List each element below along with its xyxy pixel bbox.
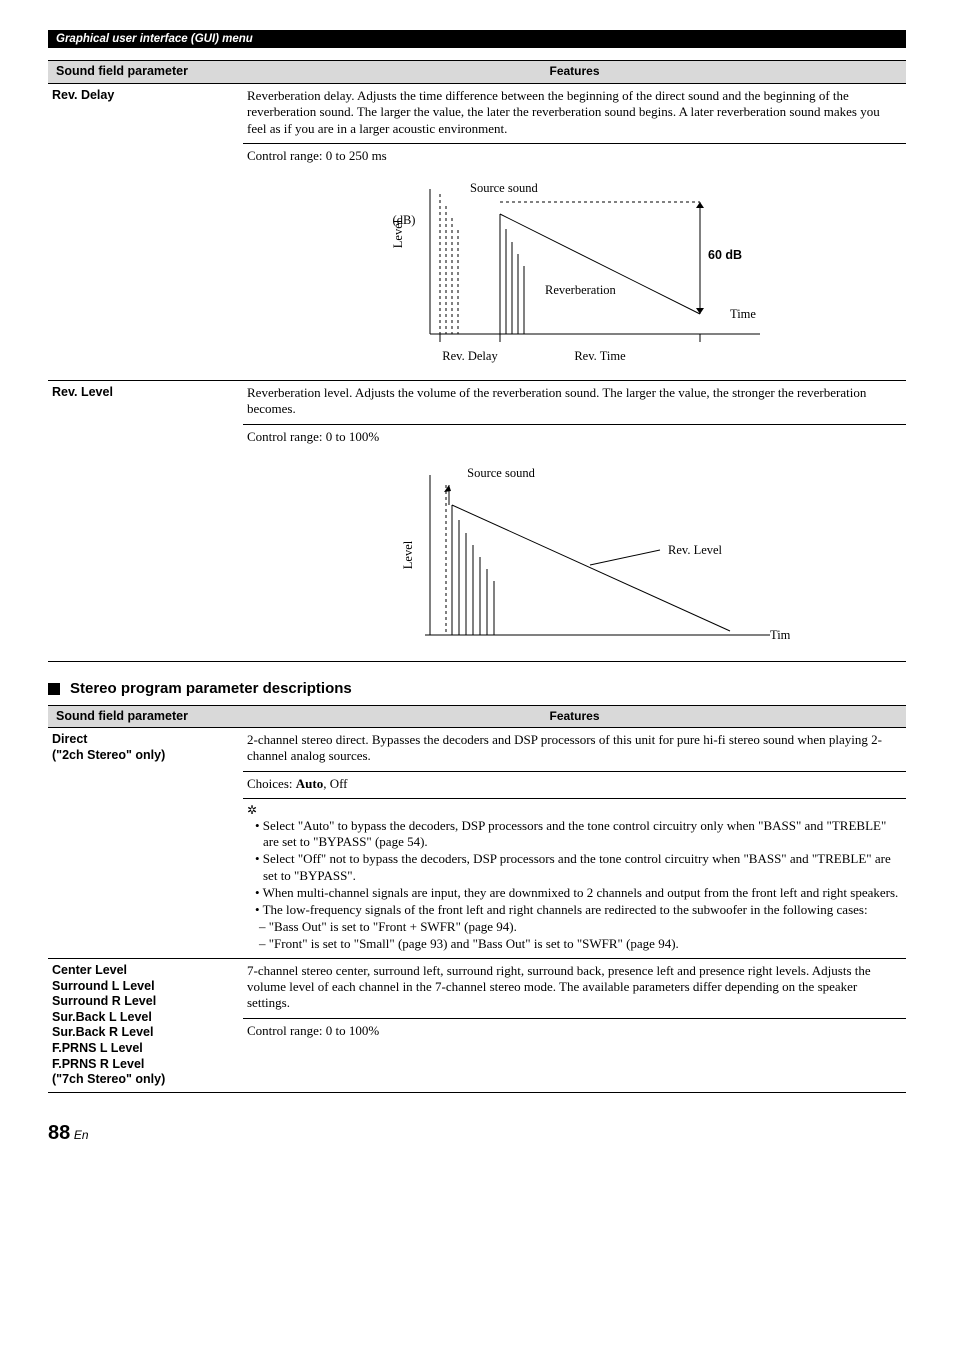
col-header-param: Sound field parameter: [48, 706, 243, 728]
section-heading-stereo: Stereo program parameter descriptions: [48, 680, 906, 699]
param-range: Control range: 0 to 250 ms: [243, 143, 906, 170]
svg-text:(dB): (dB): [392, 213, 415, 227]
tip-item: • Select "Auto" to bypass the decoders, …: [255, 818, 902, 851]
page-number: 88: [48, 1122, 70, 1144]
param-desc: 7-channel stereo center, surround left, …: [243, 959, 906, 1018]
square-bullet-icon: [48, 683, 60, 695]
breadcrumb: Graphical user interface (GUI) menu: [48, 30, 906, 48]
diagram-rev-level: Level Source sound Rev. Level Time: [243, 451, 906, 661]
param-range: Control range: 0 to 100%: [243, 1018, 906, 1045]
section-title: Stereo program parameter descriptions: [70, 680, 352, 699]
tip-item: • The low-frequency signals of the front…: [255, 902, 902, 918]
table-row: Direct("2ch Stereo" only) 2-channel ster…: [48, 728, 906, 958]
svg-text:Time: Time: [770, 628, 790, 642]
choices-rest: , Off: [323, 776, 347, 791]
param-name-direct: Direct("2ch Stereo" only): [48, 728, 243, 958]
tip-subitem: – "Bass Out" is set to "Front + SWFR" (p…: [259, 919, 902, 935]
svg-text:Time: Time: [730, 307, 756, 321]
choices-default: Auto: [296, 776, 323, 791]
table-header: Sound field parameter Features: [48, 60, 906, 84]
svg-text:Source sound: Source sound: [467, 466, 535, 480]
svg-text:Rev. Delay: Rev. Delay: [442, 349, 498, 363]
col-header-features: Features: [243, 61, 906, 83]
col-header-param: Sound field parameter: [48, 61, 243, 83]
param-name-7ch-levels: Center LevelSurround L LevelSurround R L…: [48, 959, 243, 1092]
page-lang: En: [74, 1128, 89, 1142]
svg-text:Level: Level: [401, 540, 415, 569]
svg-text:Rev. Time: Rev. Time: [574, 349, 626, 363]
choices-label: Choices:: [247, 776, 296, 791]
page-footer: 88 En: [48, 1121, 906, 1146]
svg-text:Rev. Level: Rev. Level: [668, 543, 723, 557]
param-desc: Reverberation delay. Adjusts the time di…: [243, 84, 906, 143]
param-name-rev-level: Rev. Level: [48, 381, 243, 661]
diagram-rev-delay: Level(dB)Source soundReverberation60 dBT…: [243, 170, 906, 380]
table-header: Sound field parameter Features: [48, 705, 906, 729]
svg-text:Reverberation: Reverberation: [545, 283, 617, 297]
tip-item: • When multi-channel signals are input, …: [255, 885, 902, 901]
tip-item: • Select "Off" not to bypass the decoder…: [255, 851, 902, 884]
table-row: Center LevelSurround L LevelSurround R L…: [48, 958, 906, 1092]
tip-subitem: – "Front" is set to "Small" (page 93) an…: [259, 936, 902, 952]
table-row: Rev. Level Reverberation level. Adjusts …: [48, 380, 906, 661]
svg-text:60 dB: 60 dB: [708, 248, 742, 262]
param-name-rev-delay: Rev. Delay: [48, 84, 243, 380]
param-desc: Reverberation level. Adjusts the volume …: [243, 381, 906, 424]
param-choices: Choices: Auto, Off: [243, 771, 906, 798]
param-tips: ✲ • Select "Auto" to bypass the decoders…: [243, 798, 906, 958]
param-desc: 2-channel stereo direct. Bypasses the de…: [243, 728, 906, 771]
table-sound-field-1: Sound field parameter Features Rev. Dela…: [48, 60, 906, 661]
svg-text:Source sound: Source sound: [470, 181, 538, 195]
param-range: Control range: 0 to 100%: [243, 424, 906, 451]
tip-icon: ✲: [247, 803, 902, 818]
table-row: Rev. Delay Reverberation delay. Adjusts …: [48, 84, 906, 380]
col-header-features: Features: [243, 706, 906, 728]
table-stereo-params: Sound field parameter Features Direct("2…: [48, 705, 906, 1093]
